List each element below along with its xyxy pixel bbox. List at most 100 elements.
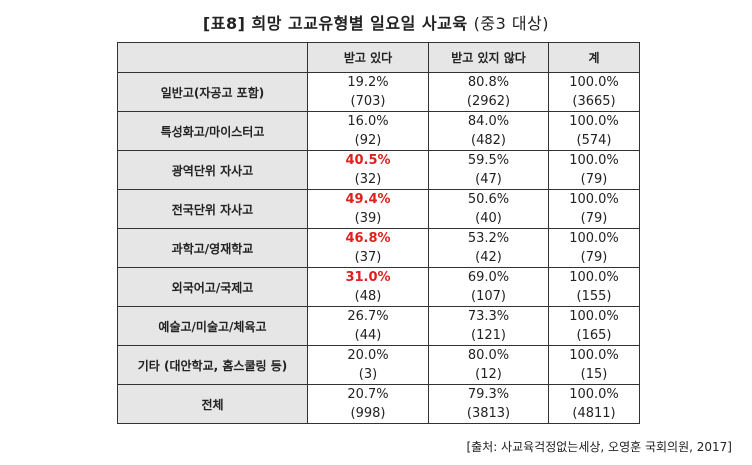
- percent-value: 73.3%: [467, 309, 510, 324]
- row-label: 특성화고/마이스터고: [117, 111, 308, 151]
- cell-receiving: 40.5% (32): [307, 150, 429, 190]
- cell-receiving: 20.0% (3): [307, 345, 429, 385]
- table-row: 전체 20.7% (998) 79.3% (3813) 100.0% (4811): [117, 384, 640, 424]
- count-value: (15): [580, 367, 608, 382]
- table-title: [표8] 희망 고교유형별 일요일 사교육 (중3 대상): [0, 10, 752, 34]
- percent-value: 49.4%: [345, 192, 391, 207]
- cell-total: 100.0% (79): [548, 189, 640, 229]
- row-label: 예술고/미술고/체육고: [117, 306, 308, 346]
- row-label: 광역단위 자사고: [117, 150, 308, 190]
- percent-value: 100.0%: [569, 387, 619, 402]
- table-row: 일반고(자공고 포함) 19.2% (703) 80.8% (2962) 100.0% (3…: [117, 72, 640, 112]
- percent-value: 19.2%: [347, 75, 389, 90]
- percent-value: 53.2%: [467, 231, 510, 246]
- cell-receiving: 49.4% (39): [307, 189, 429, 229]
- count-value: (48): [354, 289, 382, 304]
- table-row: 과학고/영재학교 46.8% (37) 53.2% (42) 100.0% (79): [117, 228, 640, 268]
- header-total: 계: [548, 42, 640, 73]
- count-value: (47): [475, 172, 502, 187]
- percent-value: 16.0%: [347, 114, 389, 129]
- table-row: 광역단위 자사고 40.5% (32) 59.5% (47) 100.0% (79): [117, 150, 640, 190]
- header-not-receiving: 받고 있지 않다: [428, 42, 549, 73]
- percent-value: 69.0%: [467, 270, 510, 285]
- cell-not-receiving: 73.3% (121): [428, 306, 549, 346]
- table-row: 전국단위 자사고 49.4% (39) 50.6% (40) 100.0% (79): [117, 189, 640, 229]
- count-value: (998): [350, 406, 386, 421]
- percent-value: 100.0%: [569, 270, 619, 285]
- count-value: (40): [475, 211, 502, 226]
- table-number: [표8]: [202, 14, 246, 33]
- count-value: (482): [471, 133, 506, 148]
- row-label: 기타 (대안학교, 홈스쿨링 등): [117, 345, 308, 385]
- row-label: 외국어고/국제고: [117, 267, 308, 307]
- cell-not-receiving: 69.0% (107): [428, 267, 549, 307]
- row-label: 일반고(자공고 포함): [117, 72, 308, 112]
- percent-value: 31.0%: [345, 270, 391, 285]
- cell-total: 100.0% (3665): [548, 72, 640, 112]
- row-label: 전체: [117, 384, 308, 424]
- cell-total: 100.0% (79): [548, 228, 640, 268]
- table-row: 외국어고/국제고 31.0% (48) 69.0% (107) 100.0% (155): [117, 267, 640, 307]
- percent-value: 20.0%: [347, 348, 389, 363]
- cell-not-receiving: 50.6% (40): [428, 189, 549, 229]
- count-value: (92): [354, 133, 382, 148]
- count-value: (574): [576, 133, 612, 148]
- percent-value: 40.5%: [345, 153, 391, 168]
- count-value: (32): [354, 172, 382, 187]
- cell-not-receiving: 80.0% (12): [428, 345, 549, 385]
- percent-value: 80.0%: [467, 348, 510, 363]
- tutoring-table: 받고 있다 받고 있지 않다 계 일반고(자공고 포함) 19.2% (703) 80…: [117, 42, 640, 424]
- cell-not-receiving: 79.3% (3813): [428, 384, 549, 424]
- cell-total: 100.0% (79): [548, 150, 640, 190]
- count-value: (79): [580, 211, 608, 226]
- cell-not-receiving: 80.8% (2962): [428, 72, 549, 112]
- percent-value: 84.0%: [467, 114, 510, 129]
- count-value: (42): [475, 250, 502, 265]
- table-body: 일반고(자공고 포함) 19.2% (703) 80.8% (2962) 100.0% (3…: [117, 72, 640, 424]
- cell-total: 100.0% (15): [548, 345, 640, 385]
- count-value: (79): [580, 250, 608, 265]
- percent-value: 100.0%: [569, 309, 619, 324]
- percent-value: 46.8%: [345, 231, 391, 246]
- cell-receiving: 20.7% (998): [307, 384, 429, 424]
- cell-not-receiving: 84.0% (482): [428, 111, 549, 151]
- cell-not-receiving: 59.5% (47): [428, 150, 549, 190]
- count-value: (4811): [572, 406, 616, 421]
- row-label: 전국단위 자사고: [117, 189, 308, 229]
- title-subtitle: (중3 대상): [473, 14, 550, 33]
- count-value: (44): [354, 328, 382, 343]
- count-value: (2962): [466, 94, 511, 109]
- header-row: 받고 있다 받고 있지 않다 계: [117, 42, 640, 73]
- cell-receiving: 16.0% (92): [307, 111, 429, 151]
- count-value: (3813): [466, 406, 511, 421]
- source-note: [출처: 사교육걱정없는세상, 오영훈 국회의원, 2017]: [466, 440, 732, 454]
- percent-value: 100.0%: [569, 153, 619, 168]
- cell-not-receiving: 53.2% (42): [428, 228, 549, 268]
- cell-total: 100.0% (4811): [548, 384, 640, 424]
- percent-value: 100.0%: [569, 348, 619, 363]
- table-row: 기타 (대안학교, 홈스쿨링 등) 20.0% (3) 80.0% (12) 100.0%…: [117, 345, 640, 385]
- table-row: 특성화고/마이스터고 16.0% (92) 84.0% (482) 100.0% (574): [117, 111, 640, 151]
- count-value: (165): [576, 328, 612, 343]
- cell-total: 100.0% (155): [548, 267, 640, 307]
- row-label: 과학고/영재학교: [117, 228, 308, 268]
- percent-value: 50.6%: [467, 192, 510, 207]
- percent-value: 79.3%: [467, 387, 510, 402]
- count-value: (39): [354, 211, 382, 226]
- count-value: (3): [358, 367, 378, 382]
- count-value: (121): [471, 328, 506, 343]
- cell-total: 100.0% (165): [548, 306, 640, 346]
- percent-value: 80.8%: [467, 75, 510, 90]
- percent-value: 100.0%: [569, 231, 619, 246]
- count-value: (37): [354, 250, 382, 265]
- table-row: 예술고/미술고/체육고 26.7% (44) 73.3% (121) 100.0% (165…: [117, 306, 640, 346]
- count-value: (3665): [572, 94, 616, 109]
- cell-total: 100.0% (574): [548, 111, 640, 151]
- cell-receiving: 19.2% (703): [307, 72, 429, 112]
- percent-value: 100.0%: [569, 114, 619, 129]
- count-value: (703): [350, 94, 386, 109]
- header-receiving: 받고 있다: [307, 42, 429, 73]
- percent-value: 100.0%: [569, 192, 619, 207]
- header-blank: [117, 42, 308, 73]
- percent-value: 26.7%: [347, 309, 389, 324]
